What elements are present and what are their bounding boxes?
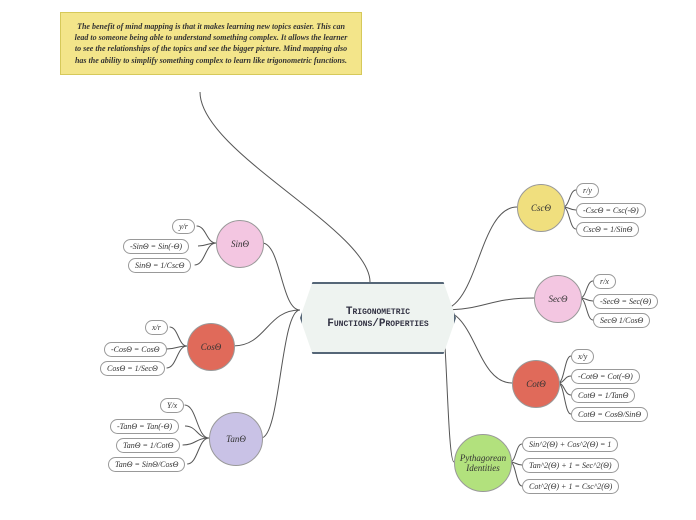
pyth-leaf-0: Sin^2(Θ) + Cos^2(Θ) = 1 — [522, 437, 618, 452]
tan-leaf-3: TanΘ = SinΘ/CosΘ — [108, 457, 185, 472]
tan-leaf-1: -TanΘ = Tan(-Θ) — [110, 419, 179, 434]
sin-node: SinΘ — [216, 220, 264, 268]
tan-leaf-0: Y/x — [160, 398, 184, 413]
note-text: The benefit of mind mapping is that it m… — [75, 22, 348, 65]
csc-leaf-2: CscΘ = 1/SinΘ — [576, 222, 639, 237]
cot-leaf-2: CotΘ = 1/TanΘ — [571, 388, 635, 403]
cot-leaf-3: CotΘ = CosΘ/SinΘ — [571, 407, 648, 422]
sec-leaf-1: -SecΘ = Sec(Θ) — [593, 294, 658, 309]
sin-leaf-0: y/r — [172, 219, 195, 234]
cos-leaf-1: -CosΘ = CosΘ — [104, 342, 167, 357]
center-label: Trigonometric Functions/Properties — [308, 306, 448, 330]
sin-leaf-1: -SinΘ = Sin(-Θ) — [123, 239, 189, 254]
sec-node: SecΘ — [534, 275, 582, 323]
csc-node: CscΘ — [517, 184, 565, 232]
cot-leaf-0: x/y — [571, 349, 594, 364]
sec-leaf-0: r/x — [593, 274, 616, 289]
pyth-leaf-1: Tan^2(Θ) + 1 = Sec^2(Θ) — [522, 458, 619, 473]
pyth-node: Pythagorean Identities — [454, 434, 512, 492]
csc-leaf-0: r/y — [576, 183, 599, 198]
sec-leaf-2: SecΘ 1/CosΘ — [593, 313, 650, 328]
tan-node: TanΘ — [209, 412, 263, 466]
tan-leaf-2: TanΘ = 1/CotΘ — [116, 438, 180, 453]
cos-leaf-0: x/r — [145, 320, 168, 335]
cos-node: CosΘ — [187, 323, 235, 371]
cot-node: CotΘ — [512, 360, 560, 408]
cos-leaf-2: CosΘ = 1/SecΘ — [100, 361, 165, 376]
cot-leaf-1: -CotΘ = Cot(-Θ) — [571, 369, 640, 384]
note-box: The benefit of mind mapping is that it m… — [60, 12, 362, 75]
csc-leaf-1: -CscΘ = Csc(-Θ) — [576, 203, 646, 218]
sin-leaf-2: SinΘ = 1/CscΘ — [128, 258, 191, 273]
center-node: Trigonometric Functions/Properties — [300, 282, 456, 354]
pyth-leaf-2: Cot^2(Θ) + 1 = Csc^2(Θ) — [522, 479, 619, 494]
